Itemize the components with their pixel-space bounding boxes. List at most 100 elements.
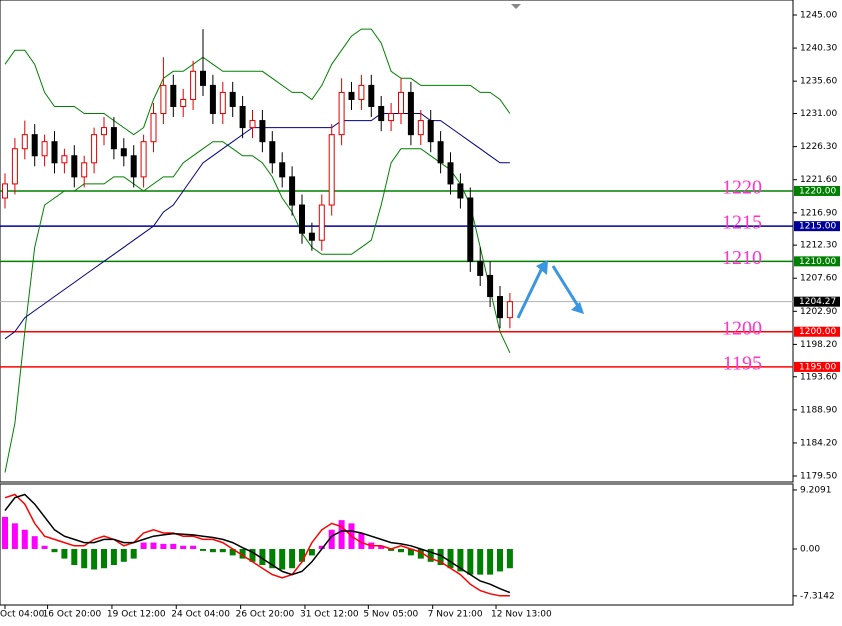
candle-body	[209, 84, 216, 115]
candle-body	[477, 260, 484, 276]
x-tick-label: 7 Nov 21:00	[428, 610, 483, 620]
candle-body	[487, 274, 494, 298]
histogram-bar	[190, 545, 197, 549]
y-tick-label: 1235.60	[800, 77, 837, 87]
candle-body	[31, 134, 38, 157]
level-tag	[794, 361, 840, 372]
candle-body	[358, 84, 365, 100]
x-tick-label: 24 Oct 04:00	[171, 610, 230, 620]
y-tick-label: 9.2091	[800, 485, 832, 495]
forecast-arrows	[516, 265, 580, 319]
candle-body	[457, 183, 464, 199]
histogram-bar	[130, 548, 137, 559]
y-tick-label: 1207.60	[800, 274, 837, 284]
shift-marker	[511, 4, 521, 9]
candle-body	[447, 162, 454, 185]
histogram-bar	[417, 548, 424, 559]
candle-body	[150, 113, 157, 143]
y-tick-label: 1188.90	[800, 405, 837, 415]
candle-body	[229, 91, 236, 107]
candle-body	[279, 162, 286, 178]
y-tick-label: 1216.90	[800, 208, 837, 218]
candle-body	[407, 91, 414, 136]
histogram-bar	[41, 545, 48, 549]
arrow-down	[551, 265, 580, 307]
candle-body	[61, 155, 68, 164]
candle-body	[368, 84, 375, 107]
candle-body	[299, 204, 305, 234]
overlay-line	[4, 113, 510, 340]
level-annotation: 1195	[723, 353, 762, 375]
histogram-bar	[328, 529, 335, 549]
level-tag-label: 1215.00	[799, 222, 836, 232]
arrow-up	[516, 267, 544, 319]
candle-body	[41, 141, 48, 157]
candle-body	[437, 141, 444, 164]
histogram-bar	[209, 548, 216, 553]
candle-body	[219, 91, 226, 115]
y-tick-label: 0.00	[800, 544, 820, 554]
level-tag	[794, 221, 840, 232]
x-tick-label: 12 Nov 13:00	[491, 610, 552, 620]
histogram-bar	[150, 542, 157, 549]
candle-body	[506, 301, 513, 319]
histogram-bar	[51, 548, 58, 553]
main-panel	[0, 0, 794, 483]
level-tag	[794, 256, 840, 267]
y-tick-label: 1231.00	[800, 109, 837, 119]
level-annotation: 1220	[722, 177, 762, 199]
y-tick-label: 1240.30	[800, 44, 837, 54]
histogram-bar	[91, 548, 98, 570]
histogram-bar	[427, 548, 434, 562]
candle-body	[338, 91, 345, 136]
candle-body	[398, 91, 404, 115]
histogram-bar	[180, 545, 187, 549]
y-tick-label: 1202.90	[800, 307, 837, 317]
histogram-bar	[378, 545, 385, 549]
candle-body	[249, 120, 256, 129]
x-tick-label: 31 Oct 12:00	[300, 610, 359, 620]
histogram-bar	[21, 529, 28, 549]
histogram-bar	[497, 548, 503, 572]
histogram-bar	[398, 548, 404, 553]
level-tag-label: 1195.00	[799, 362, 836, 372]
candle-body	[497, 296, 503, 319]
level-tag	[794, 326, 840, 337]
candle-body	[101, 127, 107, 136]
y-tick-label: 1245.00	[800, 10, 837, 20]
histogram-bar	[200, 548, 206, 551]
candle-body	[467, 197, 474, 262]
candle-body	[170, 84, 177, 107]
histogram-bar	[467, 548, 474, 575]
candle-body	[388, 113, 395, 122]
level-tag	[794, 185, 840, 196]
histogram-bar	[120, 548, 127, 562]
level-tag-label: 1220.00	[799, 186, 836, 196]
candle-body	[308, 232, 315, 241]
histogram-bar	[140, 542, 147, 549]
y-tick-label: 1226.30	[800, 142, 837, 152]
arrow-head	[571, 302, 584, 314]
candle-body	[130, 155, 137, 178]
candle-body	[51, 141, 58, 164]
candle-body	[239, 105, 246, 129]
histogram-bar	[358, 532, 365, 549]
histogram-bar	[279, 548, 286, 570]
y-tick-label: 1184.20	[800, 438, 837, 448]
histogram-bar	[71, 548, 78, 566]
x-tick-label: 5 Nov 05:00	[363, 610, 418, 620]
candle-body	[378, 105, 385, 122]
x-tick-label: Oct 04:00	[0, 610, 45, 620]
candle-body	[259, 120, 266, 143]
histogram-bar	[219, 548, 226, 553]
y-tick-label: 1212.30	[800, 241, 837, 251]
candle-body	[180, 98, 187, 107]
candle-body	[269, 141, 276, 164]
histogram-bar	[318, 545, 325, 549]
candle-body	[140, 141, 147, 178]
x-tick-label: 26 Oct 20:00	[236, 610, 295, 620]
candle-body	[328, 134, 335, 206]
y-tick-label: -7.3142	[800, 591, 835, 601]
